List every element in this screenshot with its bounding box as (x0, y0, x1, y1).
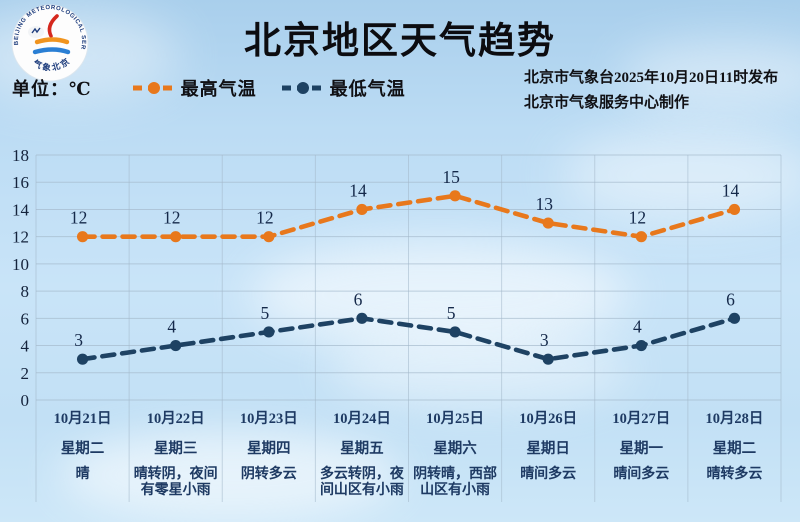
y-tick-label: 8 (21, 282, 30, 301)
low-temp-point (542, 353, 554, 365)
day-weather: 阴转晴，西部山区有小雨 (413, 467, 498, 498)
high-temp-value-label: 12 (256, 208, 274, 228)
day-weather: 晴转阴，夜间有零星小雨 (133, 467, 218, 498)
day-weather: 晴间多云 (613, 467, 670, 482)
high-temp-point (542, 217, 554, 229)
day-week: 星期三 (153, 441, 198, 457)
low-temp-point (170, 339, 182, 352)
low-temp-line-icon (281, 82, 324, 94)
y-tick-label: 4 (21, 337, 30, 356)
day-week: 星期四 (247, 441, 291, 457)
day-label-cell: 10月22日 星期三晴转阴，夜间有零星小雨 (129, 407, 222, 499)
day-week: 星期二 (60, 441, 105, 457)
high-temp-value-label: 15 (442, 167, 460, 187)
low-temp-value-label: 5 (260, 303, 269, 323)
low-temp-point (635, 339, 647, 352)
low-temp-line (80, 316, 737, 362)
y-tick-label: 12 (12, 228, 29, 247)
y-tick-label: 18 (12, 146, 29, 165)
day-weather: 晴 (75, 467, 90, 482)
low-temp-point (76, 353, 89, 365)
high-temp-line-icon (132, 82, 175, 94)
issue-line-2: 北京市气象服务中心制作 (524, 95, 690, 111)
day-date: 10月26日 (519, 411, 578, 427)
high-temp-point (728, 203, 741, 216)
day-weather: 晴转多云 (706, 467, 763, 482)
high-temp-point (263, 231, 275, 243)
logo-red-swoosh (47, 14, 59, 38)
high-temp-value-label: 13 (535, 194, 553, 214)
day-label-cell: 10月27日 星期一晴间多云 (595, 407, 688, 499)
high-temp-line (80, 193, 737, 240)
day-label-cell: 10月25日 星期六阴转晴，西部山区有小雨 (409, 407, 502, 499)
day-weather: 多云转阴，夜间山区有小雨 (319, 467, 404, 498)
y-tick-label: 6 (21, 309, 30, 328)
legend-item-high-temp: 最高气温 (132, 75, 257, 101)
day-date: 10月27日 (612, 411, 671, 427)
legend-item-low-temp: 最低气温 (281, 75, 406, 101)
logo-blue-swoosh (32, 47, 71, 55)
low-temp-value-label: 4 (167, 317, 176, 337)
day-week: 星期五 (340, 441, 384, 457)
day-date: 10月24日 (332, 411, 391, 427)
day-date: 10月21日 (53, 411, 112, 427)
x-axis-day-labels: 10月21日 星期二晴 10月22日 星期三 晴转阴，夜间有零星小雨 10月23日 星期四阴… (36, 407, 781, 499)
logo-orange-swoosh (34, 37, 70, 45)
day-date: 10月28日 (705, 411, 764, 427)
low-temp-value-label: 6 (354, 289, 363, 309)
low-temp-point (449, 326, 461, 338)
y-tick-label: 14 (12, 200, 30, 219)
page-title: 北京地区天气趋势 (244, 21, 556, 62)
issue-line-1: 北京市气象台2025年10月20日11时发布 (524, 70, 779, 86)
y-tick-label: 10 (12, 255, 29, 274)
legend: 单位：℃ 最高气温 最低气温 (12, 76, 430, 100)
day-week: 星期六 (433, 441, 477, 457)
day-week: 星期一 (619, 441, 664, 457)
day-date: 10月23日 (239, 411, 298, 427)
day-label-cell: 10月24日 星期五多云转阴，夜间山区有小雨 (315, 407, 408, 499)
legend-label-low-temp: 最低气温 (329, 79, 406, 99)
logo-m-mark (31, 27, 41, 34)
y-tick-label: 16 (12, 173, 29, 192)
y-tick-label: 0 (21, 391, 30, 410)
day-weather: 晴间多云 (520, 467, 577, 482)
high-temp-point (449, 190, 461, 202)
low-temp-point (728, 312, 741, 324)
day-week: 星期日 (526, 441, 570, 457)
high-temp-value-label: 14 (349, 180, 367, 200)
day-label-cell: 10月23日 星期四阴转多云 (222, 407, 315, 499)
high-temp-value-label: 12 (629, 208, 647, 228)
y-tick-label: 2 (21, 364, 30, 383)
day-weather: 阴转多云 (240, 467, 297, 482)
high-temp-point (170, 231, 182, 243)
high-temp-point (356, 203, 368, 216)
low-temp-point (356, 312, 368, 324)
day-label-cell: 10月26日 星期日晴间多云 (502, 407, 595, 499)
high-temp-value-label: 12 (70, 208, 88, 228)
low-temp-point (263, 326, 275, 338)
beijing-meteorological-service-logo: BEIJING METEOROLOGICAL SERVICE 气象北京 (10, 3, 89, 82)
day-label-cell: 10月28日 星期二晴转多云 (688, 407, 781, 499)
day-label-cell: 10月21日 星期二晴 (36, 407, 129, 499)
day-date: 10月22日 (146, 411, 205, 427)
high-temp-point (76, 231, 89, 243)
unit-label: 单位：℃ (12, 79, 92, 99)
low-temp-value-label: 6 (726, 289, 735, 309)
high-temp-value-label: 12 (163, 208, 181, 228)
low-temp-value-label: 4 (633, 317, 642, 337)
day-date: 10月25日 (426, 411, 485, 427)
low-temp-value-label: 5 (447, 303, 456, 323)
legend-label-high-temp: 最高气温 (180, 79, 257, 99)
low-temp-value-label: 3 (540, 330, 549, 350)
high-temp-value-label: 14 (722, 180, 740, 200)
low-temp-value-label: 3 (74, 330, 83, 350)
high-temp-point (635, 231, 647, 243)
day-week: 星期二 (712, 441, 757, 457)
issue-info: 北京市气象台2025年10月20日11时发布 北京市气象服务中心制作 (524, 66, 794, 116)
